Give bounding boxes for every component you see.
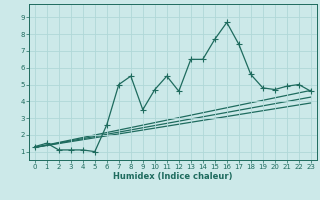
X-axis label: Humidex (Indice chaleur): Humidex (Indice chaleur)	[113, 172, 233, 181]
